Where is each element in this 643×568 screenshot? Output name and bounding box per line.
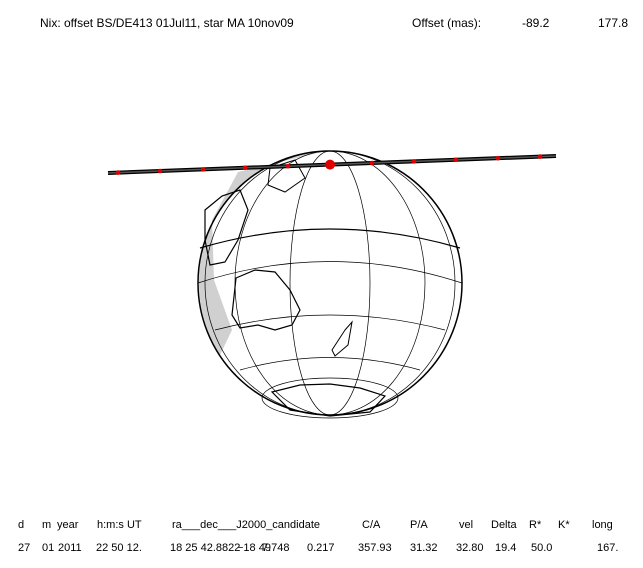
column-header: K* (558, 519, 570, 531)
offset-label: Offset (mas): (412, 16, 481, 30)
column-header: C/A (362, 519, 381, 531)
column-header: Delta (491, 519, 518, 531)
column-header: vel (459, 519, 473, 531)
table-value: 0.217 (307, 542, 335, 554)
column-header: long (592, 519, 613, 531)
table-value: 357.93 (358, 542, 392, 554)
column-header: d (18, 519, 24, 531)
table-value: 50.0 (531, 542, 552, 554)
table-value: 01 (42, 542, 54, 554)
table-value: 27 (18, 542, 30, 554)
table-value: 2011 (58, 542, 82, 554)
column-header: m (42, 519, 51, 531)
table-value: 32.80 (456, 542, 484, 554)
column-header: ra___dec___J2000_candidate (172, 519, 320, 531)
table-value: 18 25 42.8822 (170, 542, 240, 554)
table-value: 31.32 (410, 542, 438, 554)
title: Nix: offset BS/DE413 01Jul11, star MA 10… (40, 16, 294, 30)
column-header: h:m:s UT (97, 519, 142, 531)
offset-y: 177.8 (598, 16, 628, 30)
column-header: P/A (410, 519, 428, 531)
table-value: 167. (597, 542, 618, 554)
table-value: −18 49 (237, 542, 271, 554)
shadow-track (107, 154, 557, 175)
column-header: year (57, 519, 79, 531)
table-value: 19.4 (495, 542, 516, 554)
column-header: R* (529, 519, 542, 531)
table-value: 22 50 12. (96, 542, 142, 554)
globe (197, 150, 463, 419)
table-value: 7.748 (262, 542, 290, 554)
results-table: d m year h:m:s UT ra___dec___J2000_candidate… (18, 519, 618, 554)
offset-x: -89.2 (522, 16, 550, 30)
